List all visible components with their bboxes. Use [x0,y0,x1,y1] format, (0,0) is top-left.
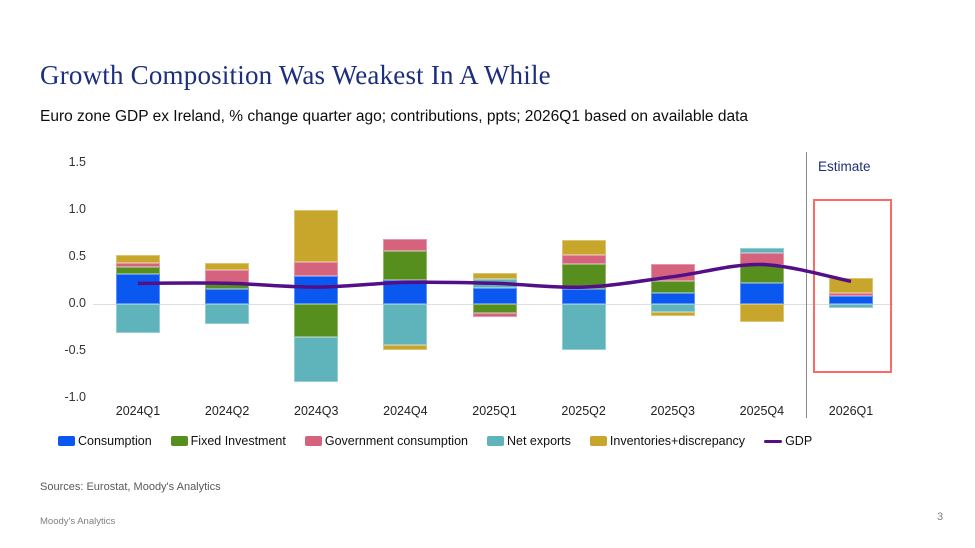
bar-segment-net-exports [561,304,606,351]
bar-segment-fixed-investment [294,304,339,337]
legend-item-gdp: GDP [764,434,812,448]
bar-segment-inventories-discrepancy [294,210,339,262]
legend-swatch-government-consumption [304,436,322,446]
estimate-label: Estimate [818,159,871,174]
bar-segment-net-exports [739,247,784,254]
x-axis-tick-label: 2024Q1 [115,404,161,418]
x-axis-tick-label: 2025Q2 [561,404,606,418]
sources-note: Sources: Eurostat, Moody's Analytics [40,481,221,493]
bar-segment-net-exports [294,336,339,382]
legend-item-fixed-investment: Fixed Investment [170,434,286,448]
bar-segment-government-consumption [205,270,250,285]
bar-segment-consumption [650,292,695,304]
bar-segment-inventories-discrepancy [829,277,873,293]
bar-segment-fixed-investment [561,263,606,289]
bar-segment-consumption [294,275,339,304]
x-axis-tick-label: 2025Q3 [650,404,695,418]
bar-segment-government-consumption [472,313,517,318]
y-axis-tick-label: 1.0 [68,202,86,216]
legend-label: Consumption [78,434,152,448]
bar-segment-inventories-discrepancy [472,272,517,279]
y-axis-tick-label: 0.0 [68,296,86,310]
legend-label: Government consumption [324,434,468,448]
bar-segment-net-exports [116,304,160,334]
bar-segment-fixed-investment [116,267,160,274]
legend-item-government-consumption: Government consumption [304,434,468,448]
bar-segment-government-consumption [116,262,160,268]
legend-label: Inventories+discrepancy [609,434,746,448]
bar-segment-fixed-investment [739,264,784,284]
legend-item-inventories-discrepancy: Inventories+discrepancy [589,434,746,448]
bar-segment-consumption [205,288,250,304]
y-axis-tick-label: 0.5 [68,249,86,263]
x-axis-tick-label: 2024Q4 [383,404,428,418]
bar-segment-net-exports [472,278,517,288]
legend-item-net-exports: Net exports [486,434,571,448]
bar-segment-inventories-discrepancy [383,345,428,351]
bar-segment-net-exports [650,304,695,313]
footer-brand: Moody's Analytics [40,516,116,527]
x-axis-tick-label: 2026Q1 [828,404,874,418]
chart-subtitle: Euro zone GDP ex Ireland, % change quart… [40,108,749,125]
bar-segment-inventories-discrepancy [739,304,784,322]
bar-segment-fixed-investment [205,284,250,289]
bar-segment-net-exports [383,304,428,346]
bar-segment-net-exports [205,304,250,324]
bar-segment-consumption [561,288,606,304]
bar-segment-consumption [116,273,160,304]
bar-segment-consumption [383,279,428,304]
x-axis-tick-label: 2024Q3 [294,404,339,418]
y-axis-tick-label: -1.0 [64,390,86,404]
chart-legend: Consumption Fixed Investment Government co… [58,434,812,448]
legend-line-swatch-gdp [764,439,783,443]
page-number: 3 [936,511,944,523]
bar-segment-government-consumption [561,255,606,264]
bar-segment-fixed-investment [383,251,428,280]
y-axis-tick-label: 1.5 [68,155,86,169]
estimate-divider-line [806,152,807,418]
legend-label: GDP [785,434,813,448]
bar-segment-government-consumption [383,239,428,252]
bar-segment-fixed-investment [472,304,517,314]
bar-segment-consumption [472,288,517,304]
bar-segment-consumption [829,296,873,304]
legend-label: Fixed Investment [190,434,286,448]
bar-segment-net-exports [829,304,873,308]
bar-segment-government-consumption [829,292,873,297]
y-axis-tick-label: -0.5 [64,343,86,357]
legend-swatch-fixed-investment [170,436,188,446]
x-axis-tick-label: 2025Q1 [472,404,517,418]
bar-segment-inventories-discrepancy [650,312,695,317]
legend-swatch-consumption [58,436,75,446]
bar-segment-inventories-discrepancy [561,240,606,256]
legend-item-consumption: Consumption [58,434,152,448]
legend-label: Net exports [506,434,571,448]
bar-segment-fixed-investment [650,281,695,293]
bar-segment-consumption [739,283,784,304]
x-axis-tick-label: 2024Q2 [204,404,250,418]
bar-segment-inventories-discrepancy [205,262,250,271]
x-axis-tick-label: 2025Q4 [739,404,785,418]
bar-segment-government-consumption [739,253,784,265]
legend-swatch-inventories-discrepancy [589,436,607,446]
bar-segment-inventories-discrepancy [116,255,160,263]
bar-segment-government-consumption [650,263,695,282]
page-title: Growth Composition Was Weakest In A Whil… [40,60,551,90]
bar-segment-government-consumption [294,261,339,276]
legend-swatch-net-exports [486,436,504,446]
